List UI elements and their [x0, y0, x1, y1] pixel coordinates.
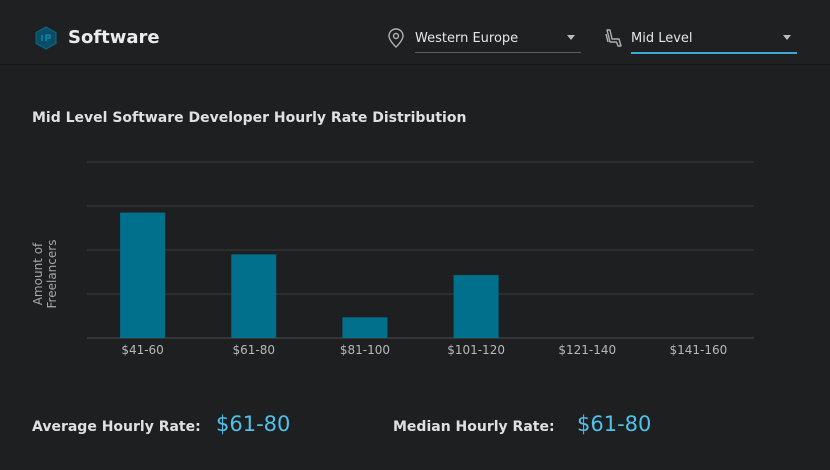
app-title: Software: [68, 27, 160, 48]
top-bar: Software Western Europe Mid Level: [0, 0, 830, 65]
median-rate-value: $61-80: [577, 412, 652, 436]
chart-title: Mid Level Software Developer Hourly Rate…: [32, 110, 467, 126]
bar[interactable]: [342, 317, 388, 338]
x-tick-label: $141-160: [670, 343, 728, 357]
x-tick-label: $121-140: [558, 343, 616, 357]
location-pin-icon: [388, 28, 404, 48]
average-rate-value: $61-80: [216, 412, 291, 436]
bar[interactable]: [231, 254, 277, 338]
logo-icon: [35, 26, 57, 50]
bar[interactable]: [120, 212, 166, 338]
chevron-down-icon[interactable]: [783, 35, 791, 40]
average-rate-label: Average Hourly Rate:: [32, 419, 201, 435]
bar[interactable]: [453, 275, 499, 338]
x-tick-label: $101-120: [447, 343, 505, 357]
chevron-down-icon[interactable]: [567, 35, 575, 40]
bar-chart: $41-60 $61-80 $81-100 $101-120 $121-140 $141-…: [87, 161, 754, 357]
seat-level-icon: [605, 29, 622, 47]
location-dropdown[interactable]: Western Europe: [415, 24, 581, 53]
x-tick-label: $61-80: [232, 343, 275, 357]
location-value: Western Europe: [415, 31, 519, 46]
x-tick-label: $81-100: [340, 343, 390, 357]
median-rate-label: Median Hourly Rate:: [393, 419, 555, 435]
level-dropdown[interactable]: Mid Level: [631, 24, 797, 54]
x-tick-label: $41-60: [121, 343, 164, 357]
level-value: Mid Level: [631, 31, 693, 46]
